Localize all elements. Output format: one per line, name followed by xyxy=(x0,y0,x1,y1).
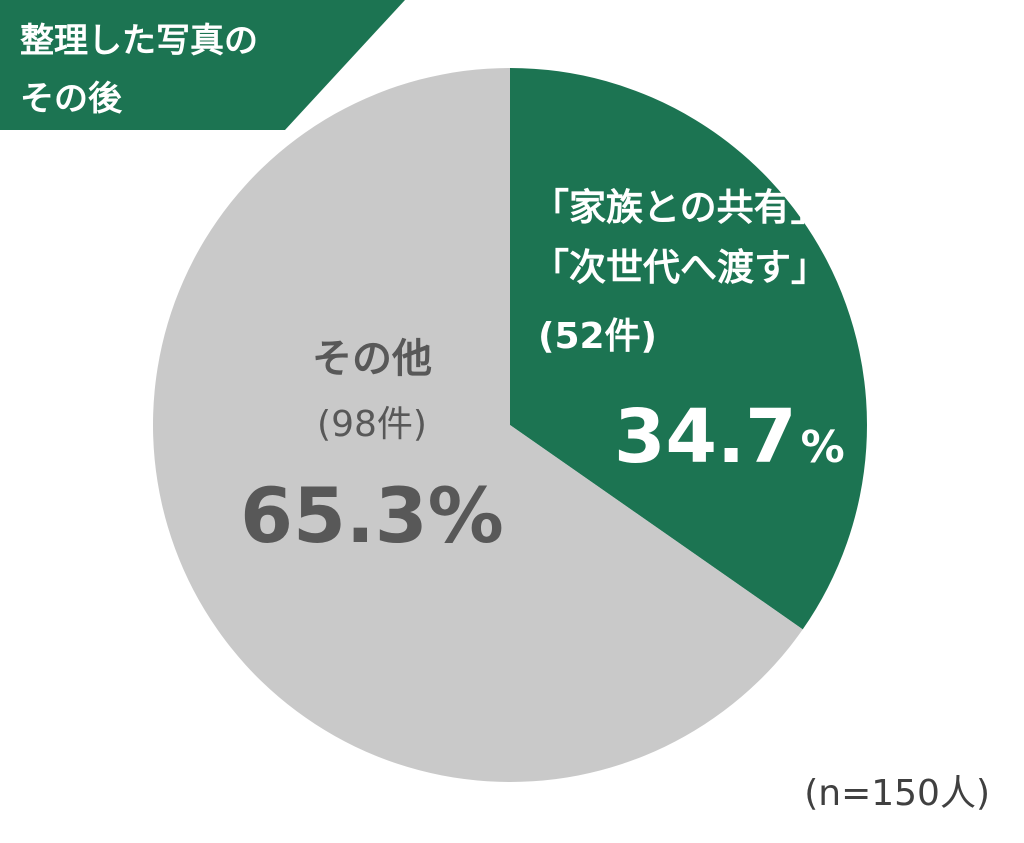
slice-1-label-line-1: 「家族との共有」 xyxy=(532,186,828,229)
title-line-2: その後 xyxy=(20,79,123,119)
slice-2-label: その他 xyxy=(312,336,432,382)
slice-2-count: (98件) xyxy=(317,404,427,445)
sample-size-note: (n=150人) xyxy=(804,773,990,814)
pie-slices xyxy=(152,68,867,782)
slice-1-percentage-unit: % xyxy=(801,422,845,473)
pie-slice-1 xyxy=(510,68,867,630)
slice-2-percentage-value: 65.3 xyxy=(240,471,428,560)
slice-1-count: (52件) xyxy=(538,316,657,357)
pie-slice-2 xyxy=(152,68,803,782)
slice-2-percentage: 65.3% xyxy=(240,471,504,560)
slice-1-percentage: 34.7% xyxy=(614,394,845,480)
slice-1-label-line-2: 「次世代へ渡す」 xyxy=(532,246,828,289)
title-line-1: 整理した写真の xyxy=(20,21,258,61)
title-banner xyxy=(0,0,405,130)
slice-2-percentage-unit: % xyxy=(428,471,504,560)
slice-1-percentage-value: 34.7 xyxy=(614,394,797,480)
